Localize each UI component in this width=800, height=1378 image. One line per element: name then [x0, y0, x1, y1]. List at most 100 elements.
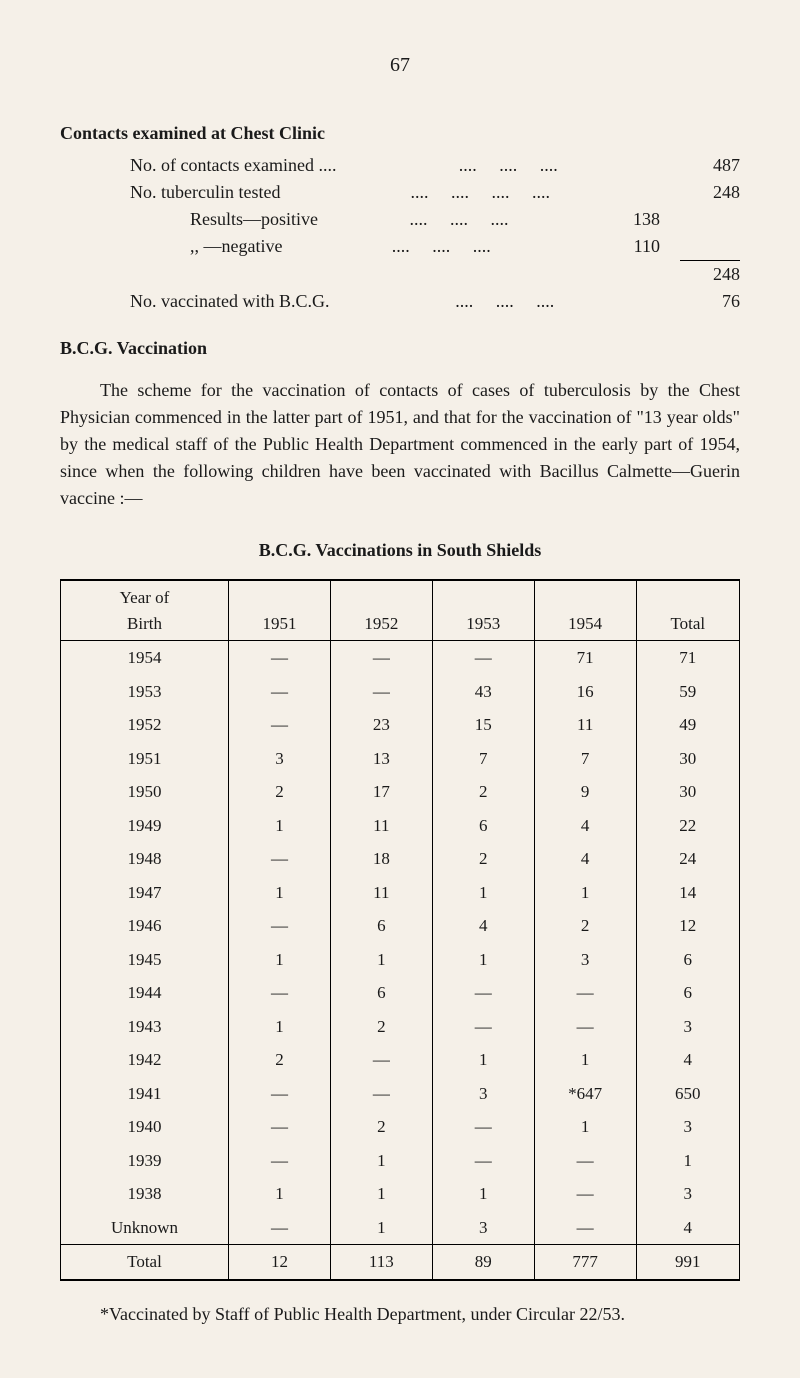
year-cell: 1938 [61, 1177, 229, 1211]
data-cell: 7 [534, 742, 636, 776]
data-cell: 11 [330, 876, 432, 910]
year-cell: 1952 [61, 708, 229, 742]
stat-subline: Results—positive .... .... .... 138 [60, 206, 740, 233]
data-cell: 1 [228, 943, 330, 977]
data-cell: — [330, 1077, 432, 1111]
stat-dots: .... .... .... [336, 152, 680, 179]
col-1953: 1953 [432, 580, 534, 641]
data-cell: — [228, 1144, 330, 1178]
stat-dots: .... .... .... [318, 206, 600, 233]
data-cell: — [432, 1110, 534, 1144]
table-row: 1939—1——1 [61, 1144, 740, 1178]
data-cell: 1 [228, 876, 330, 910]
data-cell: 14 [636, 876, 739, 910]
data-cell: 30 [636, 775, 739, 809]
data-cell: 4 [636, 1043, 739, 1077]
data-cell: 71 [636, 641, 739, 675]
table-row: 1952—23151149 [61, 708, 740, 742]
stat-value: 487 [680, 152, 740, 179]
data-cell: 650 [636, 1077, 739, 1111]
data-cell: 2 [228, 775, 330, 809]
table-row: 1938111—3 [61, 1177, 740, 1211]
data-cell: 1 [432, 876, 534, 910]
data-cell: 6 [636, 976, 739, 1010]
data-cell: 6 [636, 943, 739, 977]
year-cell: 1953 [61, 675, 229, 709]
total-label: Total [61, 1245, 229, 1280]
data-cell: — [330, 675, 432, 709]
data-cell: 1 [228, 809, 330, 843]
table-row: 1946—64212 [61, 909, 740, 943]
col-total: Total [636, 580, 739, 641]
data-cell: 3 [534, 943, 636, 977]
data-cell: 7 [432, 742, 534, 776]
data-cell: 4 [534, 842, 636, 876]
data-cell: 1 [228, 1177, 330, 1211]
table-row: 194511136 [61, 943, 740, 977]
data-cell: 1 [228, 1010, 330, 1044]
stat-subline: ,, —negative .... .... .... 110 [60, 233, 740, 260]
table-row: 19513137730 [61, 742, 740, 776]
data-cell: 30 [636, 742, 739, 776]
data-cell: — [228, 842, 330, 876]
year-cell: Unknown [61, 1211, 229, 1245]
year-cell: 1948 [61, 842, 229, 876]
section2-paragraph: The scheme for the vaccination of contac… [60, 377, 740, 512]
data-cell: — [228, 1077, 330, 1111]
data-cell: 1 [534, 1043, 636, 1077]
stat-dots: .... .... .... [329, 288, 680, 315]
data-cell: — [432, 1010, 534, 1044]
data-cell: 2 [432, 775, 534, 809]
data-cell: 3 [636, 1177, 739, 1211]
stat-value: 138 [600, 206, 660, 233]
table-row: 1944—6——6 [61, 976, 740, 1010]
table-total-row: Total 12 113 89 777 991 [61, 1245, 740, 1280]
data-cell: 1 [432, 943, 534, 977]
sum-line: 248 [60, 260, 740, 288]
data-cell: — [228, 641, 330, 675]
stat-value: 110 [600, 233, 660, 260]
data-cell: 3 [228, 742, 330, 776]
table-row: 1953——431659 [61, 675, 740, 709]
data-cell: 16 [534, 675, 636, 709]
col-1954: 1954 [534, 580, 636, 641]
stat-value: 76 [680, 288, 740, 315]
data-cell: 11 [330, 809, 432, 843]
stat-dots: .... .... .... .... [280, 179, 680, 206]
table-row: 19422—114 [61, 1043, 740, 1077]
data-cell: — [534, 1144, 636, 1178]
total-cell: 991 [636, 1245, 739, 1280]
year-cell: 1941 [61, 1077, 229, 1111]
footnote: *Vaccinated by Staff of Public Health De… [60, 1301, 740, 1328]
data-cell: 2 [432, 842, 534, 876]
stat-label: Results—positive [190, 206, 318, 233]
data-cell: 12 [636, 909, 739, 943]
data-cell: — [534, 1010, 636, 1044]
data-cell: — [228, 1211, 330, 1245]
data-cell: 4 [534, 809, 636, 843]
data-cell: 6 [432, 809, 534, 843]
data-cell: 4 [432, 909, 534, 943]
year-cell: 1943 [61, 1010, 229, 1044]
data-cell: 3 [636, 1010, 739, 1044]
stat-spacer [680, 233, 740, 260]
data-cell: 43 [432, 675, 534, 709]
data-cell: — [534, 1211, 636, 1245]
stat-label: No. vaccinated with B.C.G. [130, 288, 329, 315]
section2-title: B.C.G. Vaccination [60, 335, 740, 362]
table-row: 19471111114 [61, 876, 740, 910]
data-cell: 17 [330, 775, 432, 809]
data-cell: — [534, 976, 636, 1010]
data-cell: 1 [636, 1144, 739, 1178]
col-1952: 1952 [330, 580, 432, 641]
stat-label: No. tuberculin tested [130, 179, 280, 206]
clinic-stats-block: Contacts examined at Chest Clinic No. of… [60, 120, 740, 315]
year-cell: 1947 [61, 876, 229, 910]
data-cell: 1 [330, 1177, 432, 1211]
stat-spacer [680, 206, 740, 233]
data-cell: 1 [432, 1177, 534, 1211]
stat-line: No. of contacts examined .... .... .... … [60, 152, 740, 179]
stat-label: ,, —negative [190, 233, 282, 260]
data-cell: 2 [330, 1010, 432, 1044]
sum-value: 248 [680, 260, 740, 288]
